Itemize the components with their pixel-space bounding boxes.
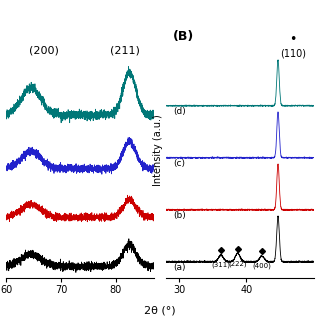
- Text: (200): (200): [28, 45, 59, 55]
- Text: (311): (311): [212, 261, 230, 268]
- Text: •: •: [289, 33, 296, 46]
- Text: (211): (211): [110, 45, 140, 55]
- Text: (222): (222): [228, 260, 247, 267]
- Text: (d): (d): [173, 107, 186, 116]
- Text: (400): (400): [252, 263, 271, 269]
- Text: (c): (c): [173, 159, 185, 168]
- Y-axis label: Intensity (a.u.): Intensity (a.u.): [153, 115, 163, 186]
- Text: 2θ (°): 2θ (°): [144, 306, 176, 316]
- Text: (a): (a): [173, 263, 186, 272]
- Text: (B): (B): [173, 30, 195, 43]
- Text: (110): (110): [280, 48, 306, 58]
- Text: (b): (b): [173, 211, 186, 220]
